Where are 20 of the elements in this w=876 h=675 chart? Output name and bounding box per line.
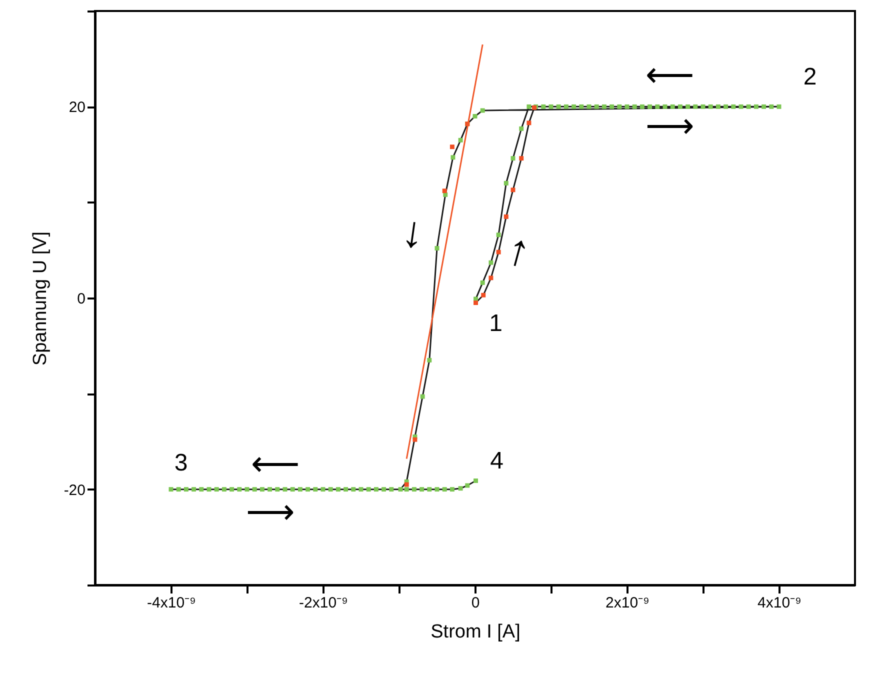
annotation: 4 (490, 448, 504, 475)
x-tick-label: -2x10⁻⁹ (299, 594, 348, 612)
annotation: 2 (803, 64, 817, 91)
y-tick-label: 20 (68, 99, 86, 116)
x-tick-label: 2x10⁻⁹ (606, 594, 650, 612)
annotation: ⟵ (250, 445, 300, 484)
x-tick-label: 4x10⁻⁹ (758, 594, 802, 612)
annotation: 1 (489, 310, 502, 337)
annotation: ↓ (398, 206, 428, 258)
annotation: ⟵ (646, 56, 694, 95)
annotation: 3 (174, 449, 188, 476)
annotation: ⟶ (246, 493, 295, 532)
y-tick-label: 0 (77, 290, 86, 308)
x-axis-title: Strom I [A] (430, 622, 520, 642)
annotation: ↑ (502, 224, 536, 278)
annotation: ⟶ (646, 108, 694, 146)
y-axis-title: Spannung U [V] (30, 231, 51, 366)
y-tick-label: -20 (64, 482, 86, 499)
x-tick-label: -4x10⁻⁹ (147, 594, 196, 612)
x-tick-label: 0 (471, 594, 480, 612)
